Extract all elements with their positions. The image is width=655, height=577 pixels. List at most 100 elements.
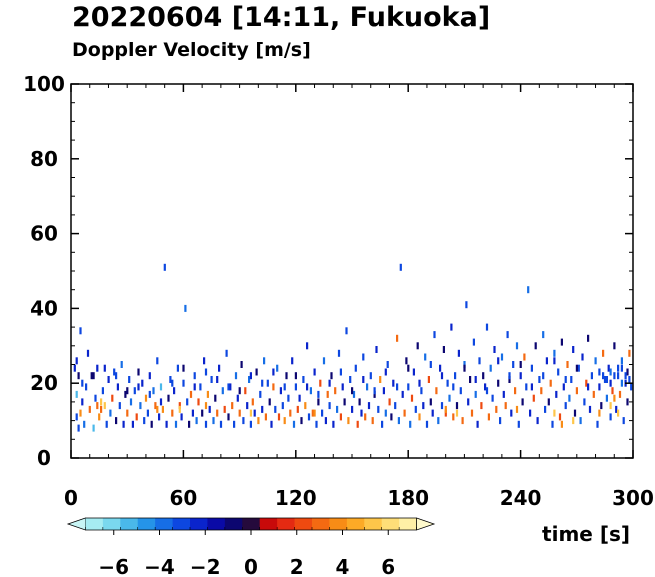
data-point (609, 379, 612, 387)
data-point (249, 420, 252, 428)
data-points (73, 263, 633, 432)
data-point (137, 383, 140, 391)
data-point (135, 413, 138, 421)
data-point (510, 409, 513, 417)
data-point (403, 409, 406, 417)
data-point (575, 387, 578, 395)
data-point (96, 364, 99, 372)
data-point (118, 402, 121, 410)
data-point (587, 334, 590, 342)
data-point (407, 364, 410, 372)
data-point (562, 383, 565, 391)
data-point (137, 368, 140, 376)
y-tick-label: 80 (30, 147, 58, 171)
data-point (358, 398, 361, 406)
data-point (163, 263, 166, 271)
data-point (530, 383, 533, 391)
data-point (506, 331, 509, 339)
colorbar-swatch (137, 518, 156, 530)
data-point (364, 413, 367, 421)
data-point (351, 405, 354, 413)
data-point (146, 409, 149, 417)
data-point (482, 372, 485, 380)
data-point (444, 409, 447, 417)
data-point (605, 394, 608, 402)
data-point (560, 420, 563, 428)
data-point (418, 379, 421, 387)
data-point (251, 398, 254, 406)
data-point (422, 402, 425, 410)
data-point (455, 409, 459, 417)
data-point (442, 346, 445, 353)
data-point (218, 364, 221, 372)
data-point (414, 405, 417, 413)
data-point (292, 420, 296, 428)
colorbar-swatch (399, 518, 417, 530)
data-point (602, 349, 605, 357)
data-point (369, 372, 372, 380)
data-point (274, 405, 277, 413)
data-point (386, 361, 389, 368)
data-point (266, 379, 269, 387)
data-point (613, 342, 616, 350)
data-point (594, 357, 597, 365)
data-point (79, 409, 82, 417)
data-point (246, 402, 249, 410)
data-point (500, 353, 504, 361)
data-point (178, 402, 181, 410)
data-point (261, 405, 264, 413)
data-point (549, 379, 552, 387)
data-point (345, 327, 348, 335)
data-point (189, 390, 193, 398)
data-point (204, 402, 208, 410)
data-point (474, 390, 477, 398)
data-point (602, 372, 605, 380)
data-point (367, 402, 371, 410)
data-point (105, 420, 108, 428)
data-point (75, 413, 78, 421)
data-point (605, 376, 608, 383)
data-point (444, 405, 447, 413)
data-point (229, 383, 232, 391)
data-point (545, 357, 548, 365)
colorbar-swatch (364, 518, 383, 530)
data-point (249, 409, 252, 417)
data-point (199, 383, 202, 391)
data-point (98, 413, 101, 421)
data-point (321, 409, 324, 417)
data-point (603, 376, 607, 383)
data-point (144, 394, 148, 402)
data-point (212, 417, 215, 425)
data-point (469, 376, 472, 383)
data-point (300, 417, 303, 425)
data-point (124, 390, 127, 398)
data-point (126, 387, 129, 395)
data-point (73, 364, 76, 372)
data-point (306, 342, 309, 350)
data-point (244, 387, 247, 395)
data-point (485, 323, 489, 331)
data-point (530, 364, 533, 372)
colorbar-swatch (329, 518, 348, 530)
colorbar-tick-label: −6 (98, 555, 129, 577)
data-point (279, 387, 282, 395)
colorbar-swatch (242, 518, 261, 530)
data-point (463, 364, 466, 372)
data-point (618, 390, 622, 398)
data-point (382, 387, 385, 395)
data-point (276, 364, 279, 372)
data-point (216, 409, 219, 417)
data-point (508, 376, 511, 383)
data-point (133, 387, 136, 395)
data-point (75, 357, 78, 365)
data-point (156, 405, 159, 413)
data-point (101, 387, 104, 395)
data-point (588, 405, 592, 413)
data-point (182, 364, 185, 372)
data-point (412, 368, 415, 376)
data-point (467, 398, 470, 406)
data-point (184, 304, 187, 312)
data-point (454, 372, 457, 380)
colorbar-swatch (120, 518, 139, 530)
data-point (566, 361, 569, 368)
